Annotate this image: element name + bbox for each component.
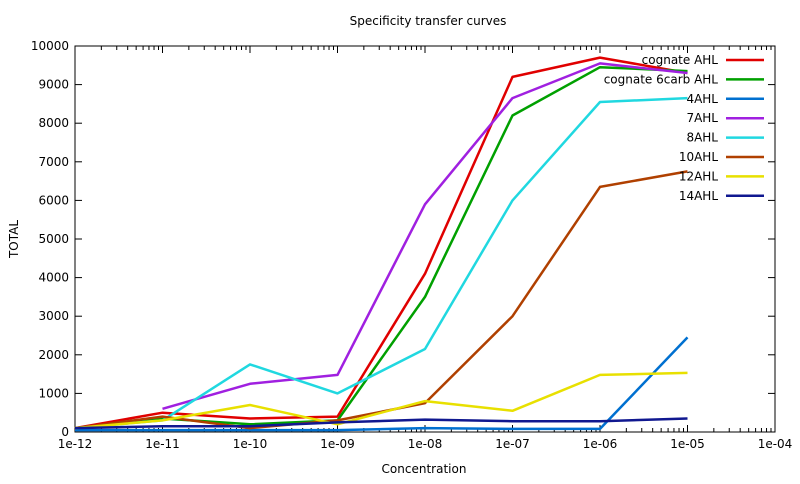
series-line-12ahl bbox=[74, 371, 688, 430]
x-tick-label: 1e-11 bbox=[145, 437, 180, 451]
legend-label: cognate AHL bbox=[642, 53, 719, 67]
x-tick-label: 1e-05 bbox=[670, 437, 705, 451]
legend-label: 8AHL bbox=[686, 131, 718, 145]
series-lines bbox=[74, 56, 689, 432]
y-tick-label: 7000 bbox=[38, 155, 69, 169]
y-tick-label: 0 bbox=[61, 425, 69, 439]
y-tick-label: 6000 bbox=[38, 193, 69, 207]
legend-label: 7AHL bbox=[686, 111, 718, 125]
x-tick-label: 1e-07 bbox=[495, 437, 530, 451]
chart-title: Specificity transfer curves bbox=[350, 14, 507, 28]
y-tick-label: 4000 bbox=[38, 271, 69, 285]
x-tick-label: 1e-06 bbox=[583, 437, 618, 451]
series-line-8ahl bbox=[74, 96, 688, 430]
y-tick-label: 1000 bbox=[38, 386, 69, 400]
y-tick-label: 9000 bbox=[38, 78, 69, 92]
legend-label: 10AHL bbox=[679, 150, 719, 164]
series-line-cognate-ahl bbox=[74, 56, 688, 430]
series-line-4ahl bbox=[75, 336, 689, 432]
x-tick-label: 1e-09 bbox=[320, 437, 355, 451]
legend: cognate AHL cognate 6carb AHL 4AHL 7AHL 8AHL… bbox=[604, 53, 764, 203]
legend-label: 14AHL bbox=[679, 189, 719, 203]
x-tick-label: 1e-10 bbox=[233, 437, 268, 451]
series-line-cognate-6carb-ahl bbox=[74, 65, 688, 430]
y-axis-label: TOTAL bbox=[7, 220, 21, 259]
y-tick-label: 10000 bbox=[31, 39, 69, 53]
legend-label: 12AHL bbox=[679, 169, 719, 183]
y-tick-label: 3000 bbox=[38, 309, 69, 323]
y-tick-label: 2000 bbox=[38, 348, 69, 362]
series-line-10ahl bbox=[74, 170, 688, 430]
axis-ticks: 1e-12 1e-11 1e-10 1e-09 1e-08 1e-07 1e-06 1e-05… bbox=[31, 39, 793, 451]
y-tick-label: 8000 bbox=[38, 116, 69, 130]
x-tick-label: 1e-08 bbox=[408, 437, 443, 451]
legend-label: 4AHL bbox=[686, 92, 718, 106]
legend-label: cognate 6carb AHL bbox=[604, 72, 719, 86]
y-tick-label: 5000 bbox=[38, 232, 69, 246]
series-line-14ahl bbox=[74, 417, 688, 430]
x-tick-label: 1e-04 bbox=[758, 437, 793, 451]
x-axis-label: Concentration bbox=[382, 462, 467, 476]
x-tick-label: 1e-12 bbox=[58, 437, 93, 451]
series-line-7ahl bbox=[162, 62, 688, 411]
